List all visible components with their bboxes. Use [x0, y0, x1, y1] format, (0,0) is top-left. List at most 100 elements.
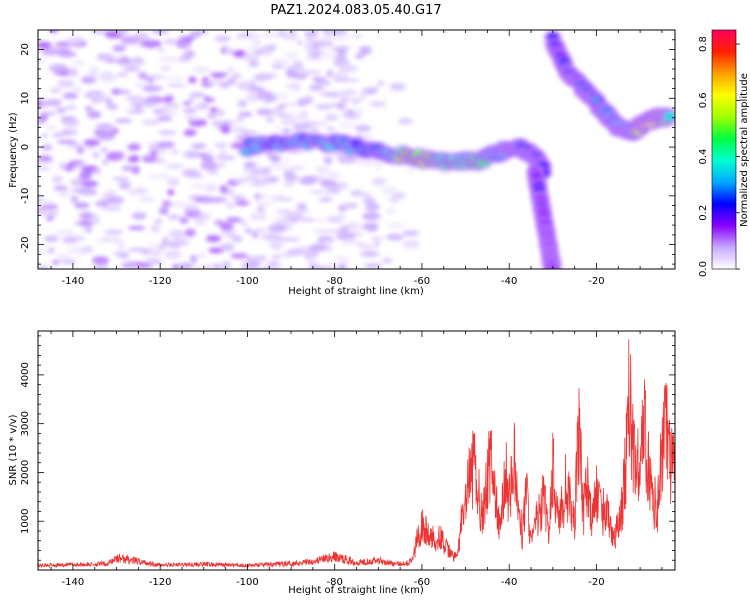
- heatmap-noise-cell: [385, 208, 397, 214]
- heatmap-noise-cell: [219, 222, 234, 231]
- heatmap-noise-cell: [38, 166, 51, 171]
- heatmap-noise-cell: [235, 200, 250, 206]
- heatmap-noise-cell: [318, 121, 329, 126]
- heatmap-noise-cell: [78, 172, 92, 181]
- heatmap-noise-cell: [225, 202, 235, 209]
- heatmap-noise-cell: [68, 67, 77, 75]
- heatmap-noise-cell: [188, 76, 197, 84]
- heatmap-noise-cell: [95, 123, 113, 129]
- ridge-cell: [663, 111, 675, 121]
- heatmap-noise-cell: [156, 115, 173, 121]
- heatmap-noise-cell: [201, 76, 210, 83]
- heatmap-noise-cell: [90, 213, 98, 220]
- heatmap-noise-cell: [70, 195, 79, 203]
- heatmap-noise-cell: [217, 108, 225, 117]
- heatmap-noise-cell: [293, 209, 311, 214]
- heatmap-noise-cell: [167, 189, 175, 196]
- heatmap-noise-cell: [46, 216, 54, 221]
- heatmap-noise-cell: [285, 69, 298, 79]
- heatmap-noise-cell: [252, 38, 262, 47]
- heatmap-noise-cell: [309, 51, 321, 59]
- heatmap-noise-cell: [89, 93, 107, 103]
- colorbar-bar: [711, 29, 737, 270]
- heatmap-noise-cell: [309, 243, 327, 252]
- heatmap-noise-cell: [246, 255, 262, 263]
- heatmap-noise-cell: [92, 151, 100, 159]
- heatmap-noise-cell: [285, 236, 300, 242]
- heatmap-noise-cell: [96, 131, 116, 141]
- heatmap-noise-cell: [56, 140, 77, 144]
- heatmap-noise-cell: [265, 115, 275, 124]
- heatmap-noise-cell: [62, 92, 79, 100]
- heatmap-noise-cell: [100, 236, 120, 240]
- heatmap-noise-cell: [250, 167, 269, 176]
- heatmap-noise-cell: [171, 239, 189, 247]
- heatmap-noise-cell: [207, 113, 217, 119]
- heatmap-noise-cell: [142, 99, 155, 104]
- heatmap-noise-cell: [84, 106, 93, 110]
- heatmap-noise-cell: [355, 124, 371, 133]
- heatmap-ridge: [543, 30, 675, 142]
- heatmap-noise-cell: [239, 55, 259, 61]
- heatmap-noise-cell: [125, 95, 141, 101]
- heatmap-noise-cell: [103, 59, 120, 63]
- heatmap-noise-cell: [112, 177, 130, 181]
- heatmap-noise-cell: [339, 66, 359, 72]
- heatmap-noise-cell: [64, 105, 78, 109]
- spectrogram-y-axis: -20 -10 0 10 20: [20, 29, 675, 265]
- heatmap-noise-cell: [195, 221, 206, 225]
- heatmap-noise-cell: [309, 128, 320, 132]
- heatmap-noise-cell: [183, 107, 197, 114]
- snr-x-axis: -140 -120 -100 -80 -60 -40 -20: [50, 331, 663, 588]
- heatmap-noise-cell: [88, 90, 104, 95]
- heatmap-noise-cell: [346, 108, 354, 116]
- heatmap-noise-cell: [167, 214, 181, 220]
- heatmap-noise-cell: [326, 229, 341, 233]
- heatmap-noise-cell: [327, 126, 335, 131]
- heatmap-noise-cell: [338, 225, 349, 234]
- heatmap-noise-cell: [192, 66, 211, 74]
- heatmap-noise-cell: [168, 201, 187, 208]
- y-tick-label: -10: [20, 188, 31, 204]
- heatmap-noise-cell: [145, 257, 158, 263]
- y-tick-label: 0: [20, 144, 31, 150]
- heatmap-noise-cell: [141, 119, 161, 126]
- heatmap-noise-cell: [91, 30, 107, 35]
- heatmap-noise-cell: [355, 107, 363, 117]
- heatmap-noise-cell: [171, 264, 180, 269]
- heatmap-noise-cell: [134, 82, 149, 88]
- heatmap-noise-cell: [389, 195, 400, 204]
- heatmap-noise-cell: [291, 217, 299, 223]
- heatmap-noise-cell: [364, 193, 371, 198]
- heatmap-noise-cell: [235, 117, 245, 122]
- heatmap-noise-cell: [96, 239, 113, 243]
- figure-title: PAZ1.2024.083.05.40.G17: [270, 3, 441, 18]
- heatmap-noise-cell: [389, 82, 406, 92]
- heatmap-noise-cell: [239, 219, 249, 227]
- y-tick-label: 2000: [20, 460, 31, 485]
- heatmap-noise-cell: [325, 35, 334, 41]
- heatmap-noise-cell: [48, 101, 61, 107]
- heatmap-noise-cell: [60, 128, 79, 136]
- heatmap-noise-cell: [106, 196, 124, 205]
- heatmap-noise-cell: [239, 80, 253, 90]
- heatmap-noise-cell: [92, 256, 109, 265]
- heatmap-noise-cell: [127, 143, 141, 151]
- heatmap-noise-cell: [188, 118, 208, 127]
- heatmap-noise-cell: [213, 263, 220, 269]
- heatmap-noise-cell: [282, 127, 292, 136]
- heatmap-ridge: [526, 164, 562, 269]
- heatmap-noise-cell: [127, 226, 146, 231]
- heatmap-noise-cell: [340, 73, 348, 78]
- heatmap-noise-cell: [189, 92, 206, 98]
- heatmap-noise-cell: [95, 200, 109, 207]
- heatmap-noise-cell: [360, 250, 380, 258]
- heatmap-noise-cell: [158, 245, 166, 251]
- heatmap-noise-cell: [224, 46, 233, 55]
- heatmap-noise-cell: [105, 97, 113, 106]
- heatmap-noise-cell: [309, 84, 325, 90]
- heatmap-noise-cell: [304, 30, 319, 38]
- heatmap-noise-cell: [374, 240, 381, 248]
- heatmap-noise-cell: [170, 149, 180, 155]
- heatmap-noise-cell: [219, 184, 228, 194]
